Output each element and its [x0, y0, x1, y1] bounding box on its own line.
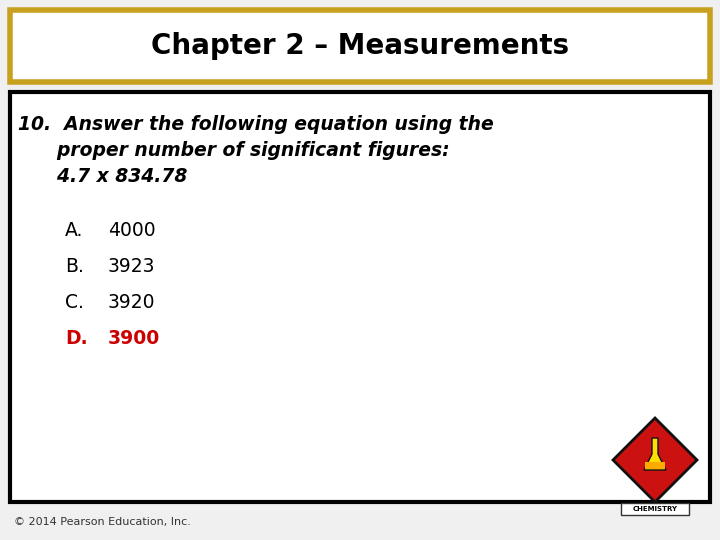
Text: A.: A.	[65, 220, 84, 240]
Text: 3900: 3900	[108, 328, 161, 348]
Text: B.: B.	[65, 256, 84, 275]
Polygon shape	[613, 418, 697, 502]
Text: © 2014 Pearson Education, Inc.: © 2014 Pearson Education, Inc.	[14, 517, 191, 527]
Text: proper number of significant figures:: proper number of significant figures:	[18, 141, 449, 160]
Text: D.: D.	[65, 328, 88, 348]
FancyBboxPatch shape	[621, 503, 689, 515]
Text: 4000: 4000	[108, 220, 156, 240]
Text: 4.7 x 834.78: 4.7 x 834.78	[18, 167, 187, 186]
FancyBboxPatch shape	[10, 92, 710, 502]
Polygon shape	[645, 462, 665, 469]
Text: 3923: 3923	[108, 256, 156, 275]
Text: C.: C.	[65, 293, 84, 312]
Polygon shape	[644, 438, 666, 470]
Text: Chapter 2 – Measurements: Chapter 2 – Measurements	[151, 32, 569, 60]
FancyBboxPatch shape	[10, 10, 710, 82]
Text: 10.  Answer the following equation using the: 10. Answer the following equation using …	[18, 115, 494, 134]
Text: 3920: 3920	[108, 293, 156, 312]
Text: CHEMISTRY: CHEMISTRY	[632, 506, 678, 512]
